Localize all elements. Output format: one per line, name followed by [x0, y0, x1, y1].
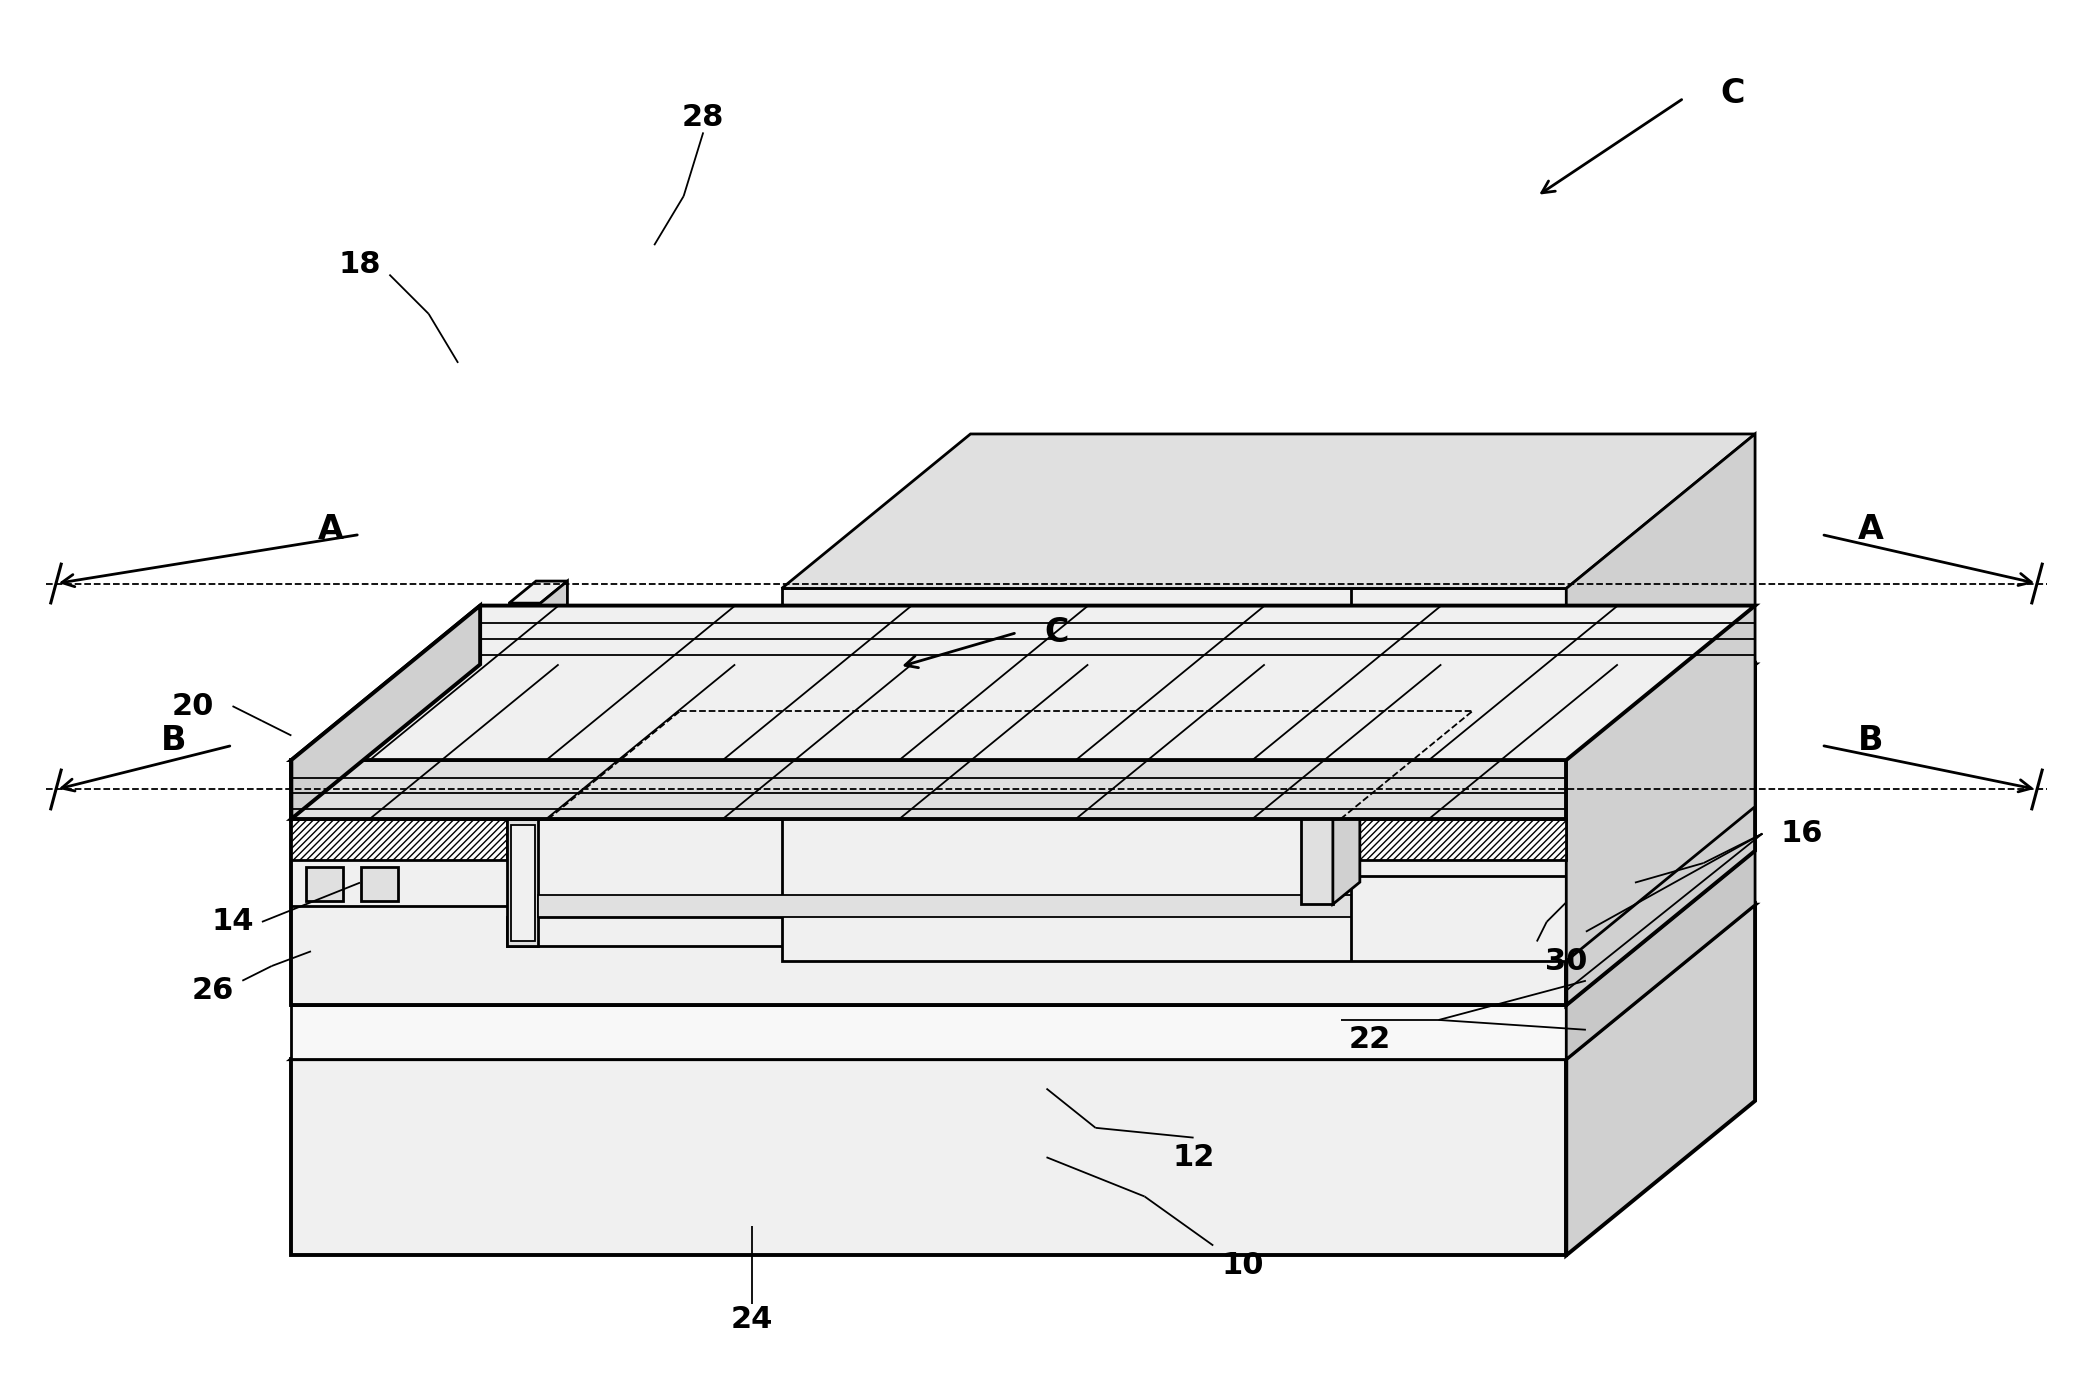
Text: A: A: [318, 514, 343, 546]
Polygon shape: [291, 665, 1756, 818]
Text: 24: 24: [730, 1304, 774, 1333]
Polygon shape: [509, 603, 540, 818]
Polygon shape: [291, 605, 1756, 761]
Polygon shape: [781, 434, 1756, 589]
Text: 14: 14: [211, 908, 253, 936]
Polygon shape: [291, 818, 507, 859]
Text: 30: 30: [1545, 946, 1586, 976]
Text: 28: 28: [682, 103, 724, 132]
Polygon shape: [1333, 735, 1360, 905]
Polygon shape: [1566, 905, 1756, 1255]
Polygon shape: [538, 895, 1350, 917]
Polygon shape: [1350, 818, 1566, 859]
Polygon shape: [306, 866, 343, 901]
Polygon shape: [1566, 665, 1756, 1005]
Polygon shape: [507, 818, 538, 946]
Text: B: B: [161, 724, 186, 757]
Polygon shape: [291, 818, 1566, 1005]
Polygon shape: [291, 1005, 1566, 1059]
Polygon shape: [540, 581, 567, 818]
Text: A: A: [1856, 514, 1884, 546]
Text: 16: 16: [1781, 820, 1823, 849]
Polygon shape: [1350, 859, 1566, 905]
Polygon shape: [291, 605, 479, 818]
Polygon shape: [509, 581, 567, 603]
Polygon shape: [291, 761, 1566, 818]
Text: B: B: [1859, 724, 1884, 757]
Polygon shape: [291, 1059, 1566, 1255]
Text: 22: 22: [1350, 1026, 1392, 1054]
Polygon shape: [1302, 735, 1360, 757]
Polygon shape: [511, 825, 534, 941]
Text: 10: 10: [1222, 1251, 1264, 1280]
Polygon shape: [1566, 434, 1756, 961]
Text: 18: 18: [339, 250, 381, 279]
Text: 26: 26: [193, 976, 234, 1005]
Polygon shape: [360, 866, 398, 901]
Text: C: C: [1720, 77, 1746, 110]
Text: 20: 20: [172, 692, 213, 721]
Text: 12: 12: [1172, 1142, 1214, 1171]
Polygon shape: [291, 851, 1756, 1005]
Polygon shape: [291, 905, 1756, 1059]
Text: C: C: [1044, 616, 1070, 649]
Polygon shape: [507, 917, 1046, 946]
Polygon shape: [1302, 757, 1333, 905]
Polygon shape: [781, 589, 1566, 961]
Polygon shape: [1566, 851, 1756, 1059]
